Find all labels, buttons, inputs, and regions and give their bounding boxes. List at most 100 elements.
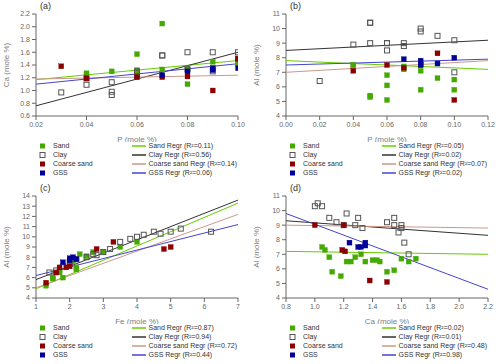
svg-text:9: 9	[276, 40, 280, 47]
html-text:Coarse sand: Coarse sand	[303, 160, 343, 167]
svg-text:2.2: 2.2	[20, 10, 30, 17]
svg-text:7: 7	[236, 303, 240, 310]
svg-text:1.4: 1.4	[20, 61, 30, 68]
svg-text:8: 8	[276, 54, 280, 61]
svg-text:Ca (mole %): Ca (mole %)	[365, 317, 410, 324]
svg-text:10: 10	[272, 25, 280, 32]
svg-text:1.0: 1.0	[20, 87, 30, 94]
svg-text:1.8: 1.8	[425, 303, 435, 310]
svg-text:0.8: 0.8	[281, 303, 291, 310]
html-text:Clay Regr (R²=0.94): Clay Regr (R²=0.94)	[148, 333, 212, 340]
svg-text:8: 8	[276, 236, 280, 243]
svg-text:3: 3	[101, 303, 105, 310]
svg-text:14: 14	[22, 192, 30, 199]
html-text:Sand: Sand	[53, 324, 70, 331]
svg-text:P (mole %): P (mole %)	[367, 135, 407, 142]
svg-text:5: 5	[169, 303, 173, 310]
svg-text:10: 10	[272, 207, 280, 214]
svg-text:5: 5	[26, 284, 30, 291]
svg-text:1.0: 1.0	[310, 303, 320, 310]
svg-text:4: 4	[26, 294, 30, 301]
svg-text:2.0: 2.0	[454, 303, 464, 310]
svg-text:4: 4	[135, 303, 139, 310]
svg-text:0.04: 0.04	[80, 121, 94, 128]
html-text:Sand Regr (R²=0.11): Sand Regr (R²=0.11)	[148, 142, 214, 149]
svg-text:0.12: 0.12	[481, 121, 492, 128]
svg-text:0.6: 0.6	[20, 112, 30, 119]
svg-text:1: 1	[34, 303, 38, 310]
svg-text:1.4: 1.4	[368, 303, 378, 310]
html-text:GSS Regr (R²=0.02): GSS Regr (R²=0.02)	[398, 169, 463, 176]
svg-text:9: 9	[276, 222, 280, 229]
html-text:GSS Regr (R²=0.44): GSS Regr (R²=0.44)	[148, 351, 213, 358]
svg-text:6: 6	[26, 274, 30, 281]
svg-text:10: 10	[22, 233, 30, 240]
html-text:(d): (d)	[290, 183, 301, 193]
html-text:(b): (b)	[290, 1, 301, 11]
html-text:Coarse sand: Coarse sand	[53, 342, 93, 349]
svg-text:Ca (mole %): Ca (mole %)	[8, 42, 11, 87]
svg-text:0.00: 0.00	[279, 121, 293, 128]
svg-text:13: 13	[22, 203, 30, 210]
svg-text:6: 6	[202, 303, 206, 310]
svg-text:4: 4	[276, 294, 280, 301]
html-text:Clay Regr (R²=0.56): Clay Regr (R²=0.56)	[148, 151, 212, 158]
svg-text:6: 6	[276, 83, 280, 90]
svg-text:1.2: 1.2	[339, 303, 349, 310]
svg-text:7: 7	[26, 264, 30, 271]
svg-text:0.06: 0.06	[130, 121, 144, 128]
svg-text:5: 5	[276, 98, 280, 105]
svg-text:0.10: 0.10	[448, 121, 462, 128]
html-text:Coarse sand Regr (R²=0.14): Coarse sand Regr (R²=0.14)	[148, 160, 238, 167]
html-text:Clay: Clay	[53, 151, 67, 158]
svg-text:0.02: 0.02	[29, 121, 43, 128]
html-text:Clay Regr (R²=0.02): Clay Regr (R²=0.02)	[398, 151, 462, 158]
html-text:GSS: GSS	[53, 169, 68, 176]
html-text:Sand: Sand	[303, 324, 320, 331]
svg-text:Al (mole %): Al (mole %)	[8, 226, 11, 268]
svg-text:2: 2	[68, 303, 72, 310]
html-text:GSS Regr (R²=0.06): GSS Regr (R²=0.06)	[148, 169, 213, 176]
html-text:Clay: Clay	[53, 333, 67, 340]
svg-text:2.0: 2.0	[20, 23, 30, 30]
svg-text:2.2: 2.2	[483, 303, 492, 310]
svg-text:9: 9	[26, 243, 30, 250]
svg-text:0.06: 0.06	[380, 121, 394, 128]
html-text:(a): (a)	[40, 1, 51, 11]
svg-text:12: 12	[22, 213, 30, 220]
svg-text:1.2: 1.2	[20, 74, 30, 81]
html-text:Coarse sand Regr (R²=0.72): Coarse sand Regr (R²=0.72)	[148, 342, 238, 349]
html-text:(c): (c)	[40, 183, 51, 193]
html-text:Sand: Sand	[53, 142, 70, 149]
svg-text:Al (mole %): Al (mole %)	[252, 226, 261, 268]
svg-text:0.08: 0.08	[181, 121, 195, 128]
svg-text:0.10: 0.10	[231, 121, 245, 128]
html-text:Coarse sand: Coarse sand	[53, 160, 93, 167]
svg-text:4: 4	[276, 112, 280, 119]
svg-text:8: 8	[26, 254, 30, 261]
html-text:Sand Regr (R²=0.87): Sand Regr (R²=0.87)	[148, 324, 214, 331]
html-text:Coarse sand Regr (R²=0.07): Coarse sand Regr (R²=0.07)	[398, 160, 488, 167]
svg-text:11: 11	[273, 192, 280, 199]
svg-text:7: 7	[276, 69, 280, 76]
svg-text:5: 5	[276, 280, 280, 287]
svg-text:0.08: 0.08	[414, 121, 428, 128]
svg-text:Al (mole %): Al (mole %)	[252, 44, 261, 86]
html-text:GSS: GSS	[303, 169, 318, 176]
svg-text:0.8: 0.8	[20, 100, 30, 107]
html-text:Clay: Clay	[303, 151, 317, 158]
svg-text:11: 11	[23, 223, 30, 230]
html-text:GSS: GSS	[53, 351, 68, 358]
svg-text:1.8: 1.8	[20, 36, 30, 43]
svg-text:6: 6	[276, 265, 280, 272]
html-text:Sand: Sand	[303, 142, 320, 149]
svg-text:0.02: 0.02	[313, 121, 327, 128]
svg-text:1.6: 1.6	[20, 49, 30, 56]
svg-text:0.04: 0.04	[347, 121, 361, 128]
svg-text:1.6: 1.6	[397, 303, 407, 310]
svg-text:7: 7	[276, 251, 280, 258]
svg-text:P (mole %): P (mole %)	[117, 135, 157, 142]
html-text:Sand Regr (R²=0.05): Sand Regr (R²=0.05)	[398, 142, 464, 149]
svg-text:Fe (mole %): Fe (mole %)	[115, 317, 159, 324]
svg-text:11: 11	[273, 10, 280, 17]
